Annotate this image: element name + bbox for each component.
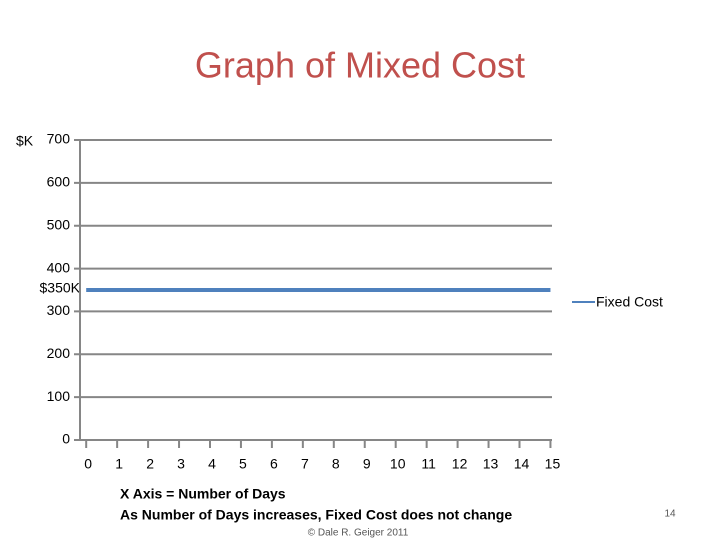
- chart-title: Graph of Mixed Cost: [195, 45, 525, 86]
- x-tick-label: 12: [452, 456, 468, 472]
- x-tick-label: 1: [115, 456, 123, 472]
- y-tick-label: 400: [47, 259, 71, 275]
- y-axis-label: $K: [16, 133, 34, 149]
- y-tick-label: 500: [47, 216, 71, 232]
- x-tick-label: 10: [390, 456, 406, 472]
- x-tick-label: 8: [332, 456, 340, 472]
- y-tick-label: 700: [47, 131, 71, 147]
- x-tick-label: 0: [84, 456, 92, 472]
- x-tick-label: 3: [177, 456, 185, 472]
- legend-label: Fixed Cost: [596, 294, 663, 310]
- x-tick-label: 13: [483, 456, 499, 472]
- footer: © Dale R. Geiger 2011: [308, 528, 409, 539]
- annotation: $350K: [40, 280, 81, 296]
- x-tick-label: 2: [146, 456, 154, 472]
- x-tick-label: 11: [421, 456, 436, 472]
- x-tick-label: 14: [514, 456, 530, 472]
- x-tick-label: 5: [239, 456, 247, 472]
- y-tick-label: 100: [47, 388, 71, 404]
- note: X Axis = Number of Days: [120, 486, 286, 502]
- x-tick-label: 15: [545, 456, 561, 472]
- x-tick-label: 7: [301, 456, 309, 472]
- x-tick-label: 9: [363, 456, 371, 472]
- y-tick-label: 0: [62, 431, 70, 447]
- page-number: 14: [664, 509, 676, 520]
- x-tick-label: 4: [208, 456, 216, 472]
- y-tick-label: 600: [47, 174, 71, 190]
- y-tick-label: 200: [47, 345, 71, 361]
- note: As Number of Days increases, Fixed Cost …: [120, 507, 512, 523]
- x-tick-label: 6: [270, 456, 278, 472]
- y-tick-label: 300: [47, 302, 71, 318]
